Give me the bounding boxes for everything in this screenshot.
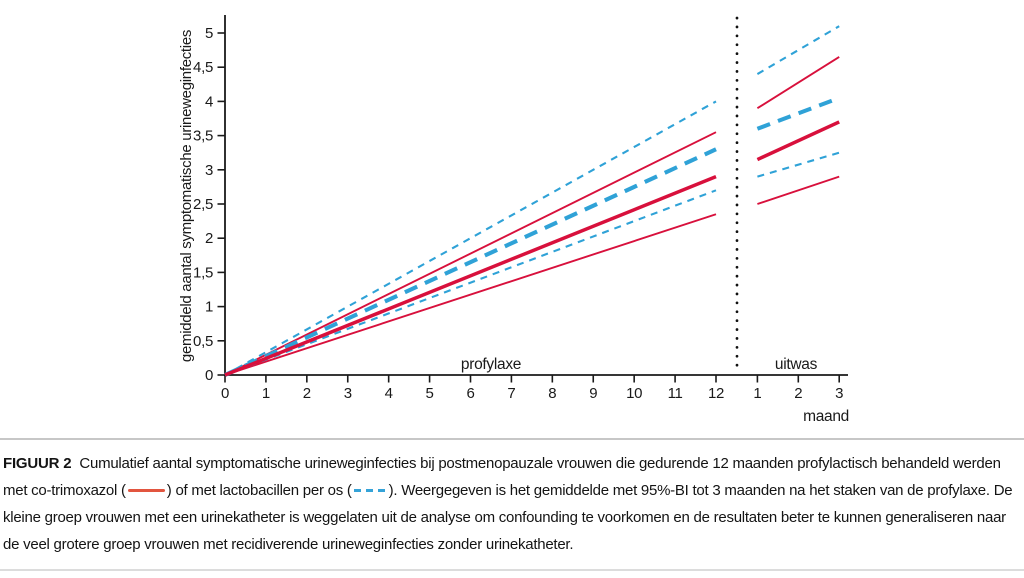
y-tick-label: 4,5: [193, 59, 213, 76]
x-tick-label: 5: [426, 385, 434, 402]
y-tick-label: 2,5: [193, 196, 213, 213]
y-tick-label: 5: [205, 25, 213, 42]
y-tick-label: 1,5: [193, 264, 213, 281]
caption-top-divider: [0, 438, 1024, 440]
x-tick-label: 10: [626, 385, 642, 402]
chart-area: 0 0,5 1 1,5 2 2,5 3 3,5 4 4,5 5 0 1 2 3 4 5 6 7 8 9 10 11 12 1 2 3…: [178, 15, 849, 425]
caption-text-2: ) of met lactobacillen per os (: [166, 482, 352, 499]
y-tick-label: 3: [205, 162, 213, 179]
x-tick-label: 1: [262, 385, 270, 402]
y-tick-label: 0: [205, 367, 213, 384]
series-co-trimoxazol-95-bi-ondergrens: [757, 175, 840, 205]
x-tick-label: 8: [548, 385, 556, 402]
series-lactobacillen-gemiddelde: [756, 96, 840, 131]
series-lactobacillen-95-bi-bovengrens: [224, 100, 717, 376]
figure-caption: FIGUUR 2 Cumulatief aantal symptomatische…: [0, 440, 1024, 558]
x-axis-title: maand: [803, 408, 849, 425]
x-tick-label: 11: [668, 385, 683, 402]
x-tick-label: 3: [344, 385, 352, 402]
series-lactobacillen-95-bi-ondergrens: [757, 151, 840, 178]
x-tick-label: 3: [835, 385, 843, 402]
figure-label: FIGUUR 2: [3, 455, 72, 472]
x-tick-label: 7: [507, 385, 515, 402]
bottom-divider: [0, 569, 1024, 571]
x-tick-label: 12: [708, 385, 724, 402]
section-label-profylaxe: profylaxe: [461, 356, 521, 373]
caption-text-1: Cumulatief aantal symptomatische urinewe…: [3, 455, 1001, 499]
x-tick-label: 0: [221, 385, 229, 402]
series-co-trimoxazol-95-bi-ondergrens: [224, 213, 717, 376]
y-tick-label: 4: [205, 93, 213, 110]
x-tick-label: 2: [303, 385, 311, 402]
co-trimoxazol-line-legend-icon: [127, 489, 165, 492]
series-lactobacillen-95-bi-bovengrens: [756, 25, 840, 75]
y-tick-label: 0,5: [193, 333, 213, 350]
series-lactobacillen-gemiddelde: [224, 147, 717, 377]
y-tick-label: 3,5: [193, 128, 213, 145]
x-tick-label: 1: [753, 385, 761, 402]
y-tick-label: 1: [205, 299, 213, 316]
section-label-uitwas: uitwas: [775, 356, 818, 373]
x-tick-label: 6: [466, 385, 474, 402]
series-lactobacillen-95-bi-ondergrens: [224, 189, 717, 376]
x-tick-label: 9: [589, 385, 597, 402]
y-tick-label: 2: [205, 230, 213, 247]
y-axis-title: gemiddeld aantal symptomatische urineweg…: [178, 30, 195, 362]
series-co-trimoxazol-95-bi-bovengrens: [224, 131, 717, 376]
caption-text-3: ). Weergegeven is het gemiddelde met 95%…: [3, 482, 1013, 553]
series-co-trimoxazol-95-bi-bovengrens: [756, 56, 840, 110]
series-co-trimoxazol-gemiddelde: [756, 120, 840, 162]
cumulative-uti-line-chart: 00,511,522,533,544,550 1 2 3 4 5 6 7 8 9 10 11 12 1 2 3…: [178, 15, 849, 425]
series-co-trimoxazol-gemiddelde: [224, 175, 717, 377]
lactobacillen-dash-legend-icon: [353, 489, 387, 492]
x-tick-label: 4: [385, 385, 393, 402]
x-tick-label: 2: [794, 385, 802, 402]
